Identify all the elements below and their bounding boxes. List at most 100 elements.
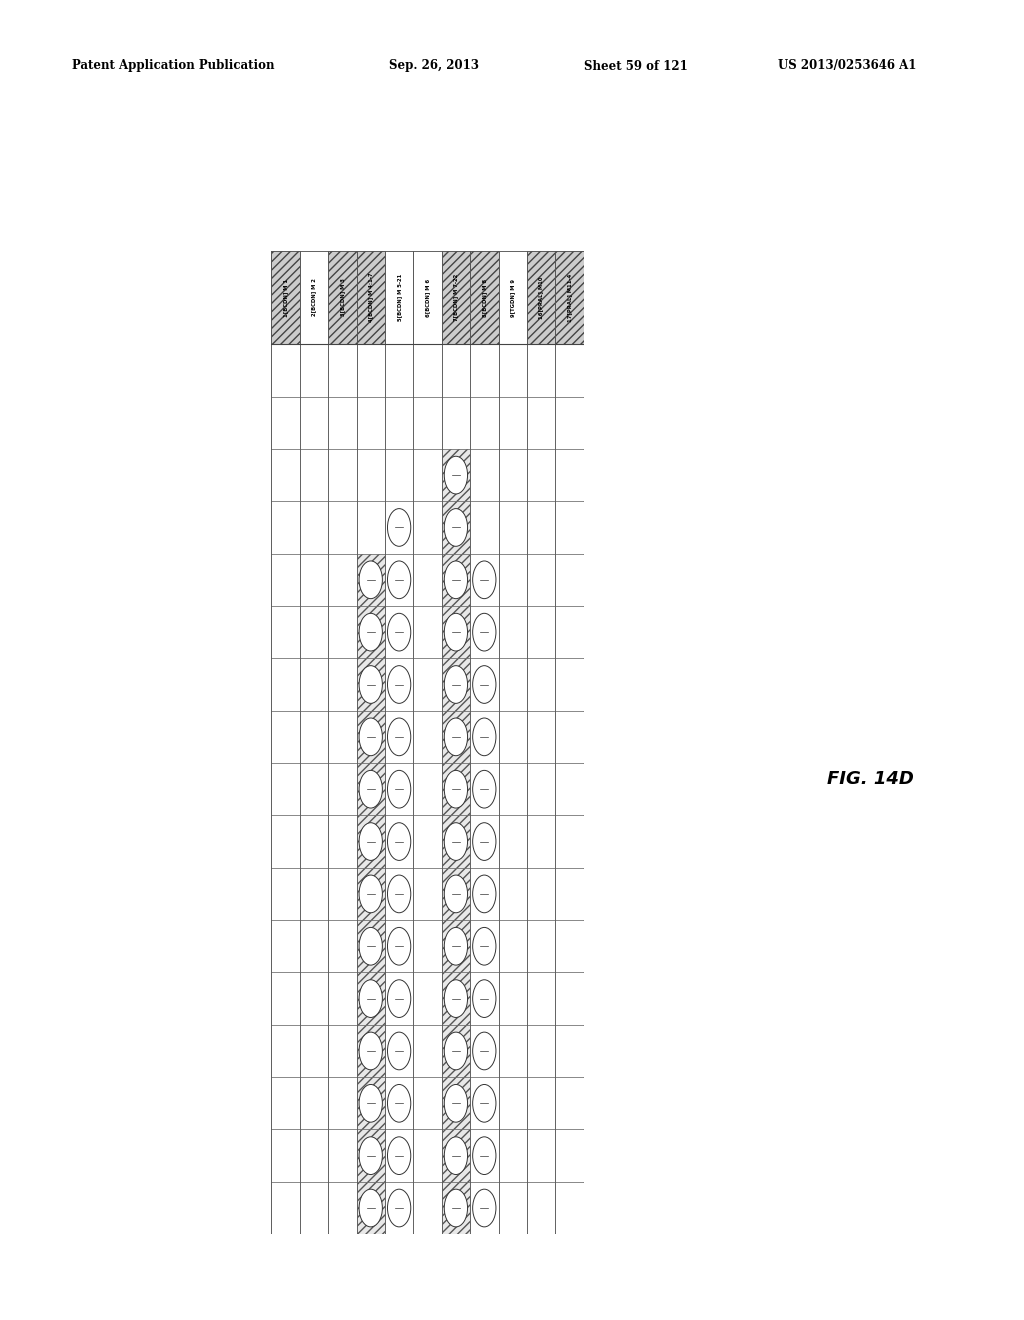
Bar [470,1130,499,1181]
Bar [414,345,441,396]
Bar [470,502,499,553]
Bar [385,1130,414,1181]
Bar [555,251,584,345]
Text: 7[BCDN] M 7-22: 7[BCDN] M 7-22 [454,273,459,321]
Bar [499,710,527,763]
Bar [356,920,385,973]
Bar [328,502,356,553]
Bar [271,606,300,659]
Ellipse shape [473,561,496,599]
Ellipse shape [387,561,411,599]
Bar [300,973,328,1024]
Ellipse shape [444,1189,468,1226]
Bar [470,867,499,920]
Bar [470,396,499,449]
Bar [328,449,356,502]
Ellipse shape [359,614,382,651]
Ellipse shape [387,1085,411,1122]
Bar [441,1077,470,1130]
Bar [470,606,499,659]
Bar [300,1024,328,1077]
Bar [414,973,441,1024]
Bar [414,920,441,973]
Bar [499,920,527,973]
Bar [328,1181,356,1234]
Ellipse shape [473,614,496,651]
Bar [300,345,328,396]
Bar [441,449,470,502]
Bar [300,816,328,867]
Bar [356,973,385,1024]
Bar [527,816,555,867]
Ellipse shape [444,822,468,861]
Ellipse shape [387,718,411,756]
Bar [356,345,385,396]
Bar [328,553,356,606]
Bar [527,1024,555,1077]
Bar [385,396,414,449]
Bar [356,659,385,710]
Text: 4[BCDN] M 4:1-7: 4[BCDN] M 4:1-7 [369,273,373,322]
Ellipse shape [444,665,468,704]
Bar [499,659,527,710]
Ellipse shape [359,718,382,756]
Text: 17[PRAL] M11-4: 17[PRAL] M11-4 [567,273,572,322]
Bar [328,763,356,816]
Bar [300,710,328,763]
Bar [300,1077,328,1130]
Bar [328,606,356,659]
Bar [300,502,328,553]
Bar [385,1024,414,1077]
Bar [328,345,356,396]
Text: 1[BCDN] M 1: 1[BCDN] M 1 [283,279,288,317]
Bar [328,920,356,973]
Bar [441,606,470,659]
Bar [385,816,414,867]
Bar [470,710,499,763]
Ellipse shape [444,718,468,756]
Bar [356,449,385,502]
Bar [441,710,470,763]
Bar [271,973,300,1024]
Ellipse shape [444,1137,468,1175]
Ellipse shape [444,1085,468,1122]
Bar [300,763,328,816]
Ellipse shape [387,614,411,651]
Ellipse shape [473,928,496,965]
Ellipse shape [359,979,382,1018]
Text: Sheet 59 of 121: Sheet 59 of 121 [584,59,687,73]
Ellipse shape [387,1032,411,1069]
Text: 16[PRAL] M10: 16[PRAL] M10 [539,276,544,318]
Bar [441,553,470,606]
Bar [555,449,584,502]
Bar [328,659,356,710]
Bar [356,867,385,920]
Bar [328,1130,356,1181]
Text: 2[BCDN] M 2: 2[BCDN] M 2 [311,279,316,317]
Bar [385,502,414,553]
Bar [328,1077,356,1130]
Bar [328,710,356,763]
Bar [300,867,328,920]
Bar [527,251,555,345]
Text: 8[BCDN] M 8: 8[BCDN] M 8 [482,279,486,317]
Bar [527,867,555,920]
Bar [356,606,385,659]
Bar [328,816,356,867]
Bar [499,867,527,920]
Ellipse shape [359,1032,382,1069]
Bar [414,502,441,553]
Bar [300,920,328,973]
Bar [555,1181,584,1234]
Ellipse shape [473,875,496,912]
Bar [271,251,300,345]
Bar [300,659,328,710]
Bar [414,251,441,345]
Bar [499,251,527,345]
Bar [555,606,584,659]
Bar [414,763,441,816]
Bar [356,1077,385,1130]
Bar [300,251,328,345]
Bar [300,553,328,606]
Ellipse shape [359,771,382,808]
